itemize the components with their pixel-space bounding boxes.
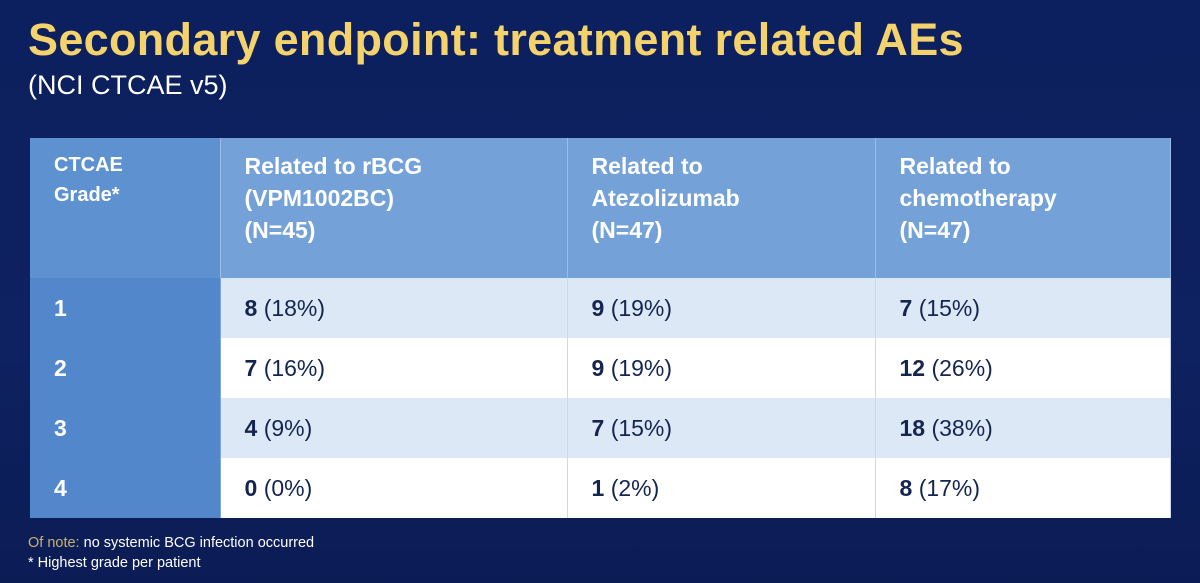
count: 8 <box>899 474 913 501</box>
value-cell: 9 (19%) <box>567 278 876 338</box>
count: 9 <box>591 354 605 381</box>
percent: (16%) <box>263 354 326 381</box>
value-cell: 12 (26%) <box>875 338 1171 398</box>
percent: (19%) <box>610 354 673 381</box>
count: 18 <box>899 414 926 441</box>
value-cell: 8 (18%) <box>220 278 568 338</box>
header-line: CTCAE <box>54 154 123 176</box>
subtitle: (NCI CTCAE v5) <box>28 70 228 100</box>
value-cell: 4 (9%) <box>220 398 568 458</box>
count: 4 <box>244 414 258 441</box>
note-label: Of note: <box>28 535 80 551</box>
header-line: (N=45) <box>244 217 316 243</box>
header-cell: CTCAE Grade* <box>30 138 221 278</box>
percent: (15%) <box>918 294 981 321</box>
count: 7 <box>591 414 605 441</box>
header-row: CTCAE Grade* Related to rBCG (VPM1002BC) (N=… <box>30 138 1171 278</box>
count: 9 <box>591 294 605 321</box>
count: 12 <box>899 354 926 381</box>
percent: (38%) <box>931 414 993 441</box>
header-line: (VPM1002BC) <box>244 185 395 211</box>
value-cell: 9 (19%) <box>567 338 876 398</box>
header-line: Related to <box>899 153 1011 179</box>
note-text: no systemic BCG infection occurred <box>83 535 315 551</box>
title: Secondary endpoint: treatment related AE… <box>28 14 964 65</box>
value-cell: 1 (2%) <box>567 458 876 518</box>
percent: (17%) <box>918 474 981 501</box>
grade-cell: 1 <box>30 278 221 338</box>
count: 8 <box>244 294 258 321</box>
footnote: * Highest grade per patient <box>28 555 201 571</box>
value-cell: 7 (16%) <box>220 338 568 398</box>
percent: (15%) <box>610 414 673 441</box>
grade-cell: 4 <box>30 458 221 518</box>
header-line: Grade* <box>54 184 120 206</box>
header-line: Related to rBCG <box>244 153 423 179</box>
percent: (18%) <box>263 294 326 321</box>
header-line: (N=47) <box>899 217 971 243</box>
header-line: Related to <box>591 153 703 179</box>
percent: (2%) <box>610 474 660 501</box>
count: 7 <box>244 354 258 381</box>
header-cell: Related to Atezolizumab (N=47) <box>567 138 876 278</box>
header-cell: Related to rBCG (VPM1002BC) (N=45) <box>220 138 568 278</box>
percent: (9%) <box>263 414 313 441</box>
percent: (26%) <box>931 354 993 381</box>
percent: (0%) <box>263 474 313 501</box>
note-line: Of note: no systemic BCG infection occur… <box>28 533 314 553</box>
value-cell: 18 (38%) <box>875 398 1171 458</box>
header-cell: Related to chemotherapy (N=47) <box>875 138 1171 278</box>
value-cell: 8 (17%) <box>875 458 1171 518</box>
value-cell: 7 (15%) <box>567 398 876 458</box>
percent: (19%) <box>610 294 673 321</box>
grade-cell: 3 <box>30 398 221 458</box>
count: 7 <box>899 294 913 321</box>
ae-table: CTCAE Grade* Related to rBCG (VPM1002BC) (N=… <box>30 138 1171 518</box>
value-cell: 7 (15%) <box>875 278 1171 338</box>
count: 0 <box>244 474 258 501</box>
header-line: chemotherapy <box>899 185 1057 211</box>
grade-cell: 2 <box>30 338 221 398</box>
value-cell: 0 (0%) <box>220 458 568 518</box>
header-line: Atezolizumab <box>591 185 740 211</box>
count: 1 <box>591 474 605 501</box>
header-line: (N=47) <box>591 217 663 243</box>
notes: Of note: no systemic BCG infection occur… <box>28 533 314 573</box>
